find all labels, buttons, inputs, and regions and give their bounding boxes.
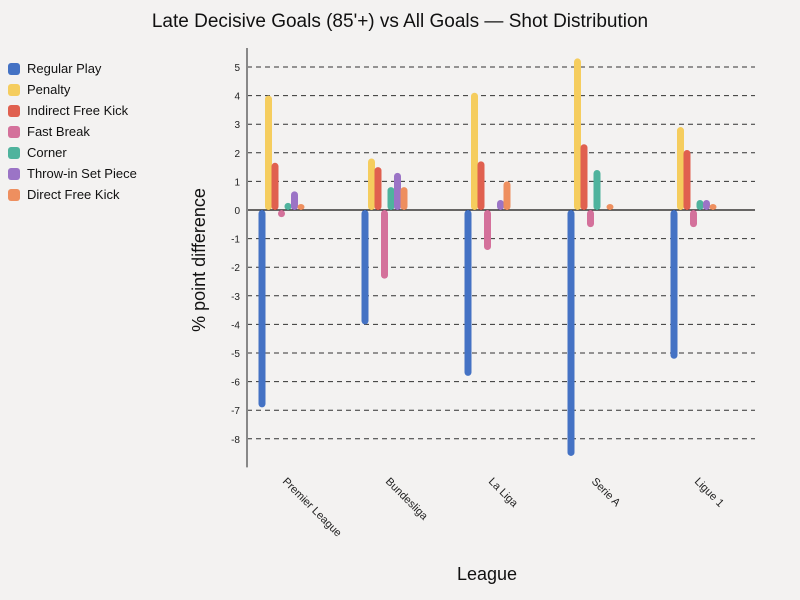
y-tick-label: 0 [234, 206, 240, 217]
legend-label: Throw-in Set Piece [27, 166, 137, 181]
y-tick-label: -4 [231, 320, 240, 331]
legend-item: Throw-in Set Piece [8, 163, 137, 184]
bar-fast-break-premier-league [278, 210, 285, 218]
bar-direct-free-kick-bundesliga [400, 187, 408, 210]
bar-direct-free-kick-la-liga [503, 181, 511, 210]
bar-direct-free-kick-ligue-1 [709, 204, 717, 210]
bar-regular-play-la-liga [464, 210, 472, 376]
legend-swatch [8, 62, 20, 75]
legend-item: Fast Break [8, 121, 137, 142]
legend-label: Indirect Free Kick [27, 103, 129, 118]
bar-throw-in-set-piece-bundesliga [394, 172, 401, 210]
x-tick-label: Serie A [589, 476, 623, 510]
legend-label: Direct Free Kick [27, 187, 120, 202]
y-tick-label: -6 [231, 378, 240, 389]
legend-item: Penalty [8, 79, 137, 100]
legend-label: Corner [27, 145, 67, 160]
legend-swatch [8, 125, 20, 138]
bar-regular-play-premier-league [258, 210, 266, 408]
bar-throw-in-set-piece-ligue-1 [703, 199, 710, 210]
legend-swatch [8, 83, 20, 96]
legend-label: Penalty [27, 82, 71, 97]
y-tick-label: 1 [234, 177, 240, 188]
x-tick-label: Premier League [280, 476, 344, 540]
y-tick-label: 4 [234, 92, 240, 103]
bar-throw-in-set-piece-la-liga [497, 199, 504, 210]
legend-swatch [8, 104, 20, 117]
bar-fast-break-bundesliga [381, 210, 388, 279]
bar-corner-serie-a [593, 169, 601, 210]
legend-label: Fast Break [27, 124, 90, 139]
bar-indirect-free-kick-serie-a [580, 144, 588, 210]
legend-label: Regular Play [27, 61, 102, 76]
x-tick-label: Bundesliga [383, 476, 431, 524]
y-tick-label: -2 [231, 263, 240, 274]
y-tick-label: 3 [234, 120, 240, 131]
bar-throw-in-set-piece-premier-league [291, 191, 298, 210]
y-tick-label: 5 [234, 63, 240, 74]
bar-indirect-free-kick-ligue-1 [683, 149, 691, 210]
x-axis-label: League [457, 564, 517, 584]
y-axis-label: % point difference [189, 188, 209, 332]
y-tick-label: 2 [234, 149, 240, 160]
bar-corner-ligue-1 [696, 199, 704, 210]
y-tick-label: -8 [231, 435, 240, 446]
legend-item: Corner [8, 142, 137, 163]
y-tick-label: -1 [231, 235, 240, 246]
legend-item: Regular Play [8, 58, 137, 79]
chart-title: Late Decisive Goals (85'+) vs All Goals … [151, 11, 649, 32]
legend: Regular Play Penalty Indirect Free Kick Fas… [8, 58, 137, 205]
bar-direct-free-kick-premier-league [297, 204, 305, 210]
bar-regular-play-bundesliga [361, 210, 369, 325]
bar-regular-play-serie-a [567, 210, 575, 456]
legend-swatch [8, 167, 20, 180]
bar-indirect-free-kick-bundesliga [374, 167, 382, 210]
x-tick-label: La Liga [486, 476, 521, 511]
bar-fast-break-ligue-1 [690, 210, 697, 228]
bar-indirect-free-kick-la-liga [477, 161, 485, 210]
bar-corner-premier-league [284, 202, 292, 210]
y-tick-label: -5 [231, 349, 240, 360]
legend-item: Indirect Free Kick [8, 100, 137, 121]
bar-regular-play-ligue-1 [670, 210, 678, 359]
legend-swatch [8, 188, 20, 201]
bar-indirect-free-kick-premier-league [271, 162, 279, 210]
y-tick-label: -7 [231, 406, 240, 417]
legend-item: Direct Free Kick [8, 184, 137, 205]
bar-penalty-premier-league [265, 95, 272, 210]
bar-penalty-serie-a [574, 58, 581, 210]
bar-fast-break-serie-a [587, 210, 594, 228]
legend-swatch [8, 146, 20, 159]
bar-direct-free-kick-serie-a [606, 204, 614, 210]
bar-penalty-bundesliga [368, 158, 375, 210]
bar-penalty-la-liga [471, 92, 478, 210]
bar-penalty-ligue-1 [677, 127, 684, 210]
x-tick-label: Ligue 1 [692, 476, 726, 510]
y-tick-label: -3 [231, 292, 240, 303]
bar-corner-bundesliga [387, 187, 395, 210]
bar-fast-break-la-liga [484, 210, 491, 251]
